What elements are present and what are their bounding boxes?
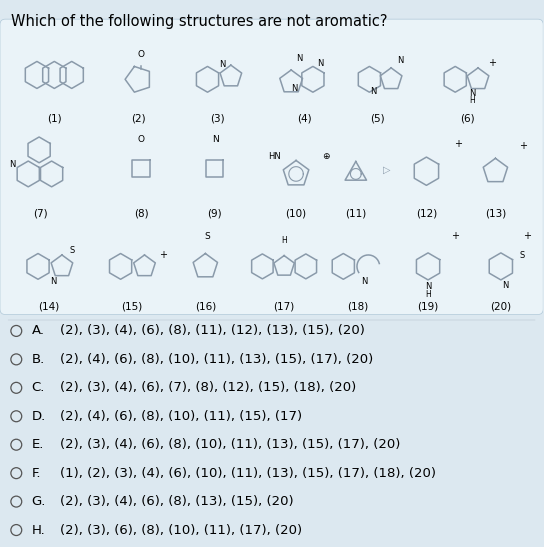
Text: B.: B. — [32, 353, 45, 366]
Text: S: S — [520, 251, 525, 260]
Text: (18): (18) — [347, 302, 368, 312]
Text: F.: F. — [32, 467, 41, 480]
Text: (2), (3), (4), (6), (7), (8), (12), (15), (18), (20): (2), (3), (4), (6), (7), (8), (12), (15)… — [60, 381, 356, 394]
Text: (11): (11) — [345, 209, 367, 219]
Text: H: H — [425, 290, 431, 299]
Text: H: H — [281, 236, 287, 246]
Text: HN: HN — [268, 152, 281, 161]
Text: Which of the following structures are not aromatic?: Which of the following structures are no… — [11, 14, 387, 28]
Text: N: N — [317, 59, 324, 68]
Text: N: N — [361, 277, 367, 286]
Text: (12): (12) — [416, 209, 437, 219]
Text: +: + — [454, 138, 462, 149]
Text: N: N — [291, 84, 298, 94]
Text: O: O — [138, 135, 145, 144]
Text: (16): (16) — [195, 302, 216, 312]
Text: (1), (2), (3), (4), (6), (10), (11), (13), (15), (17), (18), (20): (1), (2), (3), (4), (6), (10), (11), (13… — [60, 467, 436, 480]
Text: (14): (14) — [38, 302, 59, 312]
Text: (13): (13) — [485, 209, 506, 219]
Text: (6): (6) — [460, 113, 474, 123]
Text: O: O — [138, 50, 145, 59]
Text: (15): (15) — [121, 302, 142, 312]
Text: (2), (4), (6), (8), (10), (11), (13), (15), (17), (20): (2), (4), (6), (8), (10), (11), (13), (1… — [60, 353, 373, 366]
Text: (2): (2) — [131, 113, 146, 123]
Text: S: S — [204, 232, 210, 241]
Text: S: S — [69, 246, 75, 255]
Text: (9): (9) — [207, 209, 222, 219]
Text: (5): (5) — [370, 113, 385, 123]
Text: (10): (10) — [286, 209, 307, 219]
Text: N: N — [296, 54, 302, 63]
Text: H: H — [469, 96, 475, 106]
Text: G.: G. — [32, 495, 46, 508]
Text: N: N — [502, 281, 509, 290]
Text: ⊕: ⊕ — [322, 152, 330, 161]
Text: E.: E. — [32, 438, 44, 451]
Text: +: + — [451, 231, 459, 241]
Text: H.: H. — [32, 523, 45, 537]
Text: N: N — [370, 87, 376, 96]
Text: (3): (3) — [210, 113, 225, 123]
Text: (7): (7) — [33, 209, 48, 219]
Text: (2), (4), (6), (8), (10), (11), (15), (17): (2), (4), (6), (8), (10), (11), (15), (1… — [60, 410, 302, 423]
Text: A.: A. — [32, 324, 45, 337]
Text: (20): (20) — [490, 302, 511, 312]
Text: (4): (4) — [297, 113, 312, 123]
Text: (2), (3), (6), (8), (10), (11), (17), (20): (2), (3), (6), (8), (10), (11), (17), (2… — [60, 523, 302, 537]
Text: +: + — [518, 141, 527, 151]
Text: N: N — [50, 277, 57, 286]
Text: D.: D. — [32, 410, 46, 423]
Text: +: + — [488, 57, 496, 68]
FancyBboxPatch shape — [0, 19, 543, 315]
Text: N: N — [425, 282, 431, 292]
Text: (8): (8) — [134, 209, 149, 219]
Text: (2), (3), (4), (6), (8), (11), (12), (13), (15), (20): (2), (3), (4), (6), (8), (11), (12), (13… — [60, 324, 364, 337]
Text: (2), (3), (4), (6), (8), (13), (15), (20): (2), (3), (4), (6), (8), (13), (15), (20… — [60, 495, 293, 508]
Text: N: N — [220, 60, 226, 68]
Text: +: + — [159, 250, 167, 260]
Text: N: N — [397, 56, 404, 65]
Text: N: N — [9, 160, 16, 170]
Text: N: N — [469, 89, 476, 98]
Text: N: N — [212, 135, 219, 144]
Text: (1): (1) — [47, 113, 61, 123]
Text: ▷: ▷ — [383, 164, 391, 174]
Text: (19): (19) — [417, 302, 438, 312]
Text: (17): (17) — [274, 302, 295, 312]
Text: (2), (3), (4), (6), (8), (10), (11), (13), (15), (17), (20): (2), (3), (4), (6), (8), (10), (11), (13… — [60, 438, 400, 451]
Text: C.: C. — [32, 381, 45, 394]
Text: +: + — [523, 231, 531, 241]
